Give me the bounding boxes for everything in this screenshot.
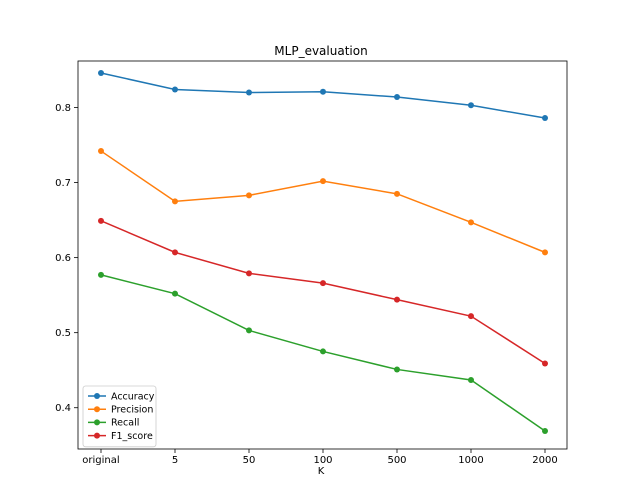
data-point-accuracy <box>394 94 400 101</box>
data-point-precision <box>172 198 178 205</box>
data-point-recall <box>394 366 400 373</box>
data-point-f1-score <box>542 360 548 367</box>
x-tick-label: 500 <box>387 455 406 466</box>
series-line-precision <box>100 150 546 254</box>
legend-marker-precision <box>94 406 100 413</box>
data-point-recall <box>320 348 326 355</box>
data-point-precision <box>394 190 400 197</box>
data-point-accuracy <box>172 86 178 93</box>
x-axis-label: K <box>318 466 325 477</box>
y-tick-label: 0.8 <box>55 103 71 114</box>
y-tick-label: 0.6 <box>55 253 71 264</box>
legend-marker-recall <box>94 419 100 426</box>
data-point-recall <box>172 290 178 297</box>
chart-title: MLP_evaluation <box>274 44 367 58</box>
data-point-f1-score <box>468 313 474 320</box>
y-tick-label: 0.7 <box>55 178 71 189</box>
data-point-accuracy <box>98 70 104 77</box>
x-tick-label: 50 <box>243 455 256 466</box>
data-point-f1-score <box>246 270 252 277</box>
data-point-precision <box>246 192 252 199</box>
data-point-recall <box>542 427 548 434</box>
series-line-accuracy <box>100 72 546 119</box>
data-point-f1-score <box>320 280 326 287</box>
data-point-precision <box>320 178 326 185</box>
data-point-recall <box>98 271 104 278</box>
data-point-f1-score <box>394 296 400 303</box>
legend-box <box>82 385 157 448</box>
data-point-accuracy <box>246 89 252 96</box>
x-tick-label: 1000 <box>458 455 483 466</box>
axes-frame <box>77 60 568 450</box>
x-tick-label: 5 <box>172 455 178 466</box>
data-point-accuracy <box>542 115 548 122</box>
data-point-recall <box>246 327 252 334</box>
legend-label-accuracy: Accuracy <box>111 391 155 402</box>
data-point-accuracy <box>468 102 474 109</box>
x-tick-label: original <box>82 455 119 466</box>
legend-marker-accuracy <box>94 393 100 399</box>
y-tick-label: 0.5 <box>55 328 71 339</box>
data-point-accuracy <box>320 88 326 95</box>
legend-label-recall: Recall <box>111 418 139 429</box>
data-point-precision <box>542 249 548 256</box>
data-point-f1-score <box>172 249 178 256</box>
data-point-precision <box>98 148 104 155</box>
data-point-f1-score <box>98 217 104 224</box>
legend-label-f1-score: F1_score <box>111 431 153 442</box>
legend-label-precision: Precision <box>111 405 153 416</box>
legend-marker-f1-score <box>94 432 100 439</box>
x-tick-label: 2000 <box>532 455 557 466</box>
data-point-precision <box>468 219 474 226</box>
plot-area: original 5 50 100 500 1000 2000 0.4 0.5 0.6 0.7 0.8… <box>55 60 568 466</box>
data-point-recall <box>468 376 474 383</box>
x-tick-label: 100 <box>313 455 332 466</box>
y-tick-label: 0.4 <box>55 403 71 414</box>
